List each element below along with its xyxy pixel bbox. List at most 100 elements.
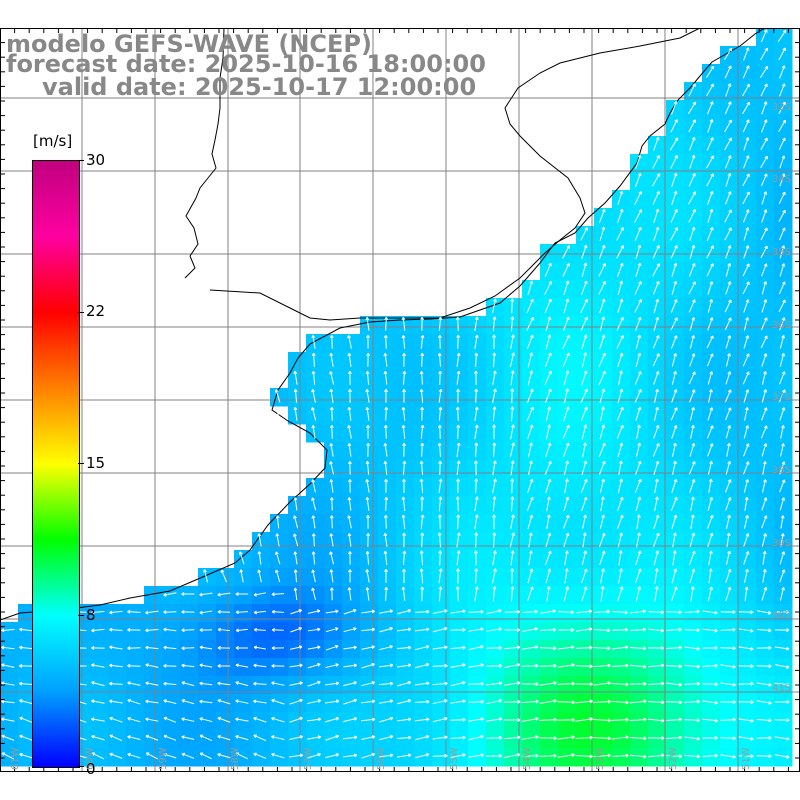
wind-speed-cell bbox=[702, 262, 721, 281]
wind-speed-cell bbox=[648, 550, 667, 569]
wind-speed-cell bbox=[342, 712, 361, 731]
wind-arrow bbox=[109, 752, 123, 759]
wind-arrow bbox=[702, 610, 718, 615]
wind-arrow bbox=[19, 734, 33, 741]
wind-speed-cell bbox=[756, 604, 775, 623]
wind-arrow bbox=[450, 680, 466, 687]
wind-speed-cell bbox=[756, 406, 775, 425]
wind-speed-cell bbox=[666, 100, 685, 119]
wind-speed-cell bbox=[468, 316, 487, 335]
wind-arrow bbox=[743, 514, 749, 529]
wind-speed-cell bbox=[396, 388, 415, 407]
wind-speed-cell bbox=[270, 694, 289, 713]
wind-arrow bbox=[599, 424, 606, 440]
wind-arrow bbox=[672, 460, 677, 476]
wind-arrow bbox=[455, 586, 460, 602]
wind-speed-cell bbox=[576, 424, 595, 443]
wind-speed-cell bbox=[468, 478, 487, 497]
wind-arrow bbox=[707, 586, 714, 602]
wind-arrow bbox=[724, 389, 732, 403]
wind-speed-cell bbox=[396, 622, 415, 641]
wind-arrow bbox=[450, 735, 466, 740]
wind-arrow bbox=[343, 663, 357, 668]
wind-arrow bbox=[181, 681, 195, 687]
wind-speed-cell bbox=[450, 478, 469, 497]
wind-arrow bbox=[688, 209, 696, 223]
wind-speed-cell bbox=[666, 190, 685, 209]
wind-arrow bbox=[91, 610, 105, 615]
wind-speed-cell bbox=[342, 370, 361, 389]
wind-speed-cell bbox=[612, 658, 631, 677]
wind-arrow bbox=[365, 388, 370, 403]
wind-arrow bbox=[289, 663, 303, 668]
latitude-label: 34S bbox=[772, 174, 792, 185]
wind-arrow bbox=[468, 681, 484, 686]
wind-arrow bbox=[557, 645, 575, 650]
wind-speed-cell bbox=[648, 568, 667, 587]
wind-speed-cell bbox=[270, 586, 289, 605]
wind-arrow bbox=[347, 425, 352, 439]
wind-arrow bbox=[652, 190, 660, 205]
wind-speed-cell bbox=[396, 658, 415, 677]
wind-arrow bbox=[235, 610, 249, 615]
wind-arrow bbox=[275, 407, 280, 421]
wind-arrow bbox=[271, 716, 285, 723]
wind-arrow bbox=[707, 208, 714, 223]
wind-speed-cell bbox=[324, 640, 343, 659]
wind-arrow bbox=[635, 496, 642, 512]
wind-arrow bbox=[706, 173, 714, 187]
wind-speed-cell bbox=[774, 712, 793, 731]
wind-arrow bbox=[145, 681, 159, 686]
wind-speed-cell bbox=[306, 748, 325, 767]
wind-arrow bbox=[617, 190, 624, 206]
wind-arrow bbox=[629, 646, 647, 651]
wind-speed-cell bbox=[540, 676, 559, 695]
wind-speed-cell bbox=[594, 424, 613, 443]
wind-arrow bbox=[379, 734, 394, 741]
wind-arrow bbox=[760, 173, 768, 187]
wind-arrow bbox=[414, 681, 430, 686]
wind-speed-cell bbox=[216, 568, 235, 587]
wind-speed-cell bbox=[486, 730, 505, 749]
wind-arrow bbox=[438, 460, 443, 476]
wind-speed-cell bbox=[360, 370, 379, 389]
wind-speed-cell bbox=[468, 712, 487, 731]
wind-speed-cell bbox=[108, 604, 127, 623]
wind-speed-cell bbox=[126, 730, 145, 749]
wind-speed-cell bbox=[648, 136, 667, 155]
wind-speed-cell bbox=[414, 694, 433, 713]
wind-arrow bbox=[779, 317, 786, 331]
wind-speed-cell bbox=[648, 244, 667, 263]
wind-speed-cell bbox=[594, 460, 613, 479]
wind-speed-cell bbox=[144, 730, 163, 749]
wind-speed-cell bbox=[414, 550, 433, 569]
wind-arrow bbox=[474, 442, 479, 458]
wind-speed-cell bbox=[18, 640, 37, 659]
wind-speed-cell bbox=[450, 370, 469, 389]
wind-speed-cell bbox=[198, 586, 217, 605]
wind-arrow bbox=[347, 443, 352, 457]
wind-speed-cell bbox=[756, 586, 775, 605]
wind-arrow bbox=[510, 496, 515, 512]
wind-arrow bbox=[401, 496, 406, 511]
wind-arrow bbox=[720, 610, 736, 614]
wind-arrow bbox=[557, 753, 575, 758]
wind-speed-cell bbox=[738, 334, 757, 353]
wind-arrow bbox=[557, 663, 575, 668]
wind-speed-cell bbox=[414, 622, 433, 641]
wind-speed-cell bbox=[468, 352, 487, 371]
wind-arrow bbox=[689, 244, 696, 259]
wind-speed-cell bbox=[216, 694, 235, 713]
wind-speed-cell bbox=[738, 658, 757, 677]
latitude-label: 37S bbox=[772, 392, 792, 403]
wind-arrow bbox=[562, 424, 570, 440]
wind-speed-cell bbox=[486, 442, 505, 461]
wind-speed-cell bbox=[720, 370, 739, 389]
wind-arrow bbox=[509, 442, 516, 458]
wind-arrow bbox=[492, 442, 497, 458]
wind-speed-cell bbox=[720, 100, 739, 119]
wind-arrow bbox=[761, 353, 768, 367]
wind-arrow bbox=[708, 550, 713, 566]
wind-arrow bbox=[563, 532, 570, 548]
wind-speed-cell bbox=[504, 748, 523, 767]
